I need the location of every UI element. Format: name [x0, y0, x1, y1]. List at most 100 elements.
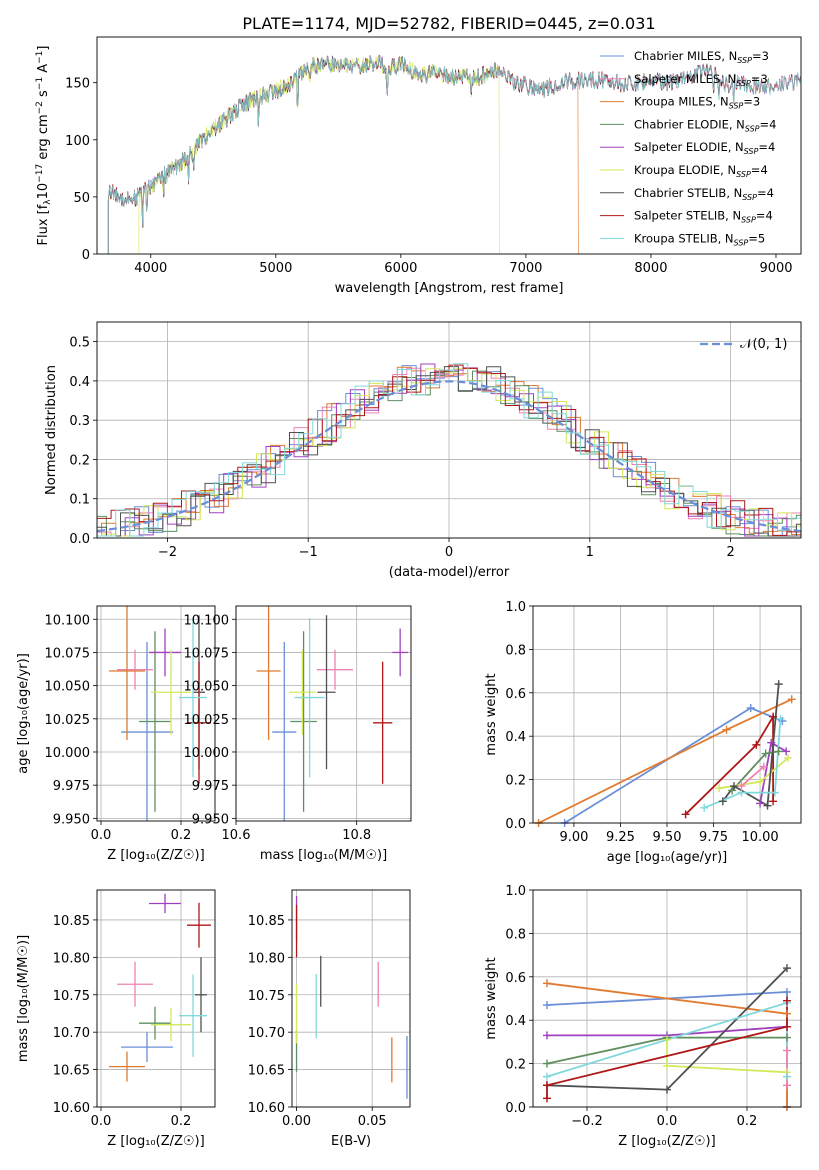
legend-n-sub: SSP [744, 147, 759, 156]
y-tick-label: 10.85 [53, 914, 90, 929]
y-tick-label: 0.1 [69, 493, 90, 508]
y-tick-label: 10.075 [45, 646, 91, 661]
weight-point-marker [783, 964, 791, 973]
plot-area [97, 363, 801, 537]
y-tick-label: 10.60 [248, 1101, 285, 1116]
legend-n-prefix: , N [713, 95, 729, 109]
axes-frame [532, 889, 802, 1108]
y-axis-label-part: Flux [f [36, 204, 51, 245]
x-axis-label: (data-model)/error [389, 565, 510, 580]
y-tick-label: 0.4 [505, 1014, 526, 1029]
legend-name: Chabrier MILES [634, 49, 721, 63]
y-axis-label: Normed distribution [44, 365, 59, 495]
y-tick-label: 10.80 [53, 951, 90, 966]
x-tick-label: 0.2 [171, 1114, 192, 1129]
weight-point-marker [783, 1009, 791, 1018]
y-tick-label: 0.4 [505, 730, 526, 745]
weight-point-marker [663, 1035, 671, 1044]
x-tick-label: −2 [158, 545, 177, 560]
x-tick-label: 0.2 [737, 1114, 758, 1129]
y-tick-label: 10.050 [45, 680, 91, 695]
plot-area [295, 895, 408, 1099]
legend-n-value: 3 [753, 95, 760, 109]
legend-n-value: 4 [765, 209, 772, 223]
x-tick-label: 0.0 [91, 1114, 112, 1129]
legend-n-eq: = [743, 95, 753, 109]
weight-series-line [740, 765, 765, 787]
legend-n-sub: SSP [745, 124, 760, 133]
legend-name: Kroupa STELIB [634, 231, 718, 245]
mass-vs-extinction-panel: 0.00 0.05 10.60 10.65 10.70 10.75 10.80 10.85 E(… [248, 889, 411, 1149]
x-tick-label: 8000 [634, 261, 667, 276]
weight-point-marker [783, 1072, 791, 1081]
y-tick-label: 0.0 [505, 1101, 526, 1116]
legend-entry: Kroupa ELODIE, NSSP=4 [634, 163, 768, 179]
x-axis-label: Z [log₁₀(Z/Z☉)] [107, 848, 204, 863]
y-tick-label: 0.0 [505, 817, 526, 832]
weight-vs-age-panel: 9.00 9.25 9.50 9.75 10.00 0.0 0.2 0.4 0.6 0.8 1.0 a… [484, 600, 802, 865]
weight-point-marker [681, 810, 690, 819]
weight-point-marker [663, 1085, 671, 1094]
x-tick-label: −1 [299, 545, 318, 560]
y-tick-label: 0.2 [505, 1058, 526, 1073]
y-axis-label-part: A [36, 64, 51, 77]
weight-point-marker [543, 1001, 551, 1010]
histogram-series [97, 364, 801, 537]
weight-point-marker [700, 803, 709, 812]
legend-n-prefix: , N [729, 117, 745, 131]
legend-entry: Chabrier MILES, NSSP=3 [634, 49, 769, 65]
legend-entry: Kroupa STELIB, NSSP=5 [634, 231, 765, 247]
y-axis-label-part: 10 [36, 183, 51, 200]
x-tick-label: −0.2 [571, 1114, 603, 1129]
legend-n-sub: SSP [729, 102, 744, 111]
y-tick-label: 9.950 [53, 812, 90, 827]
gaussian-curve [97, 380, 801, 533]
spectrum-panel: 4000 5000 6000 7000 8000 9000 0 50 100 150 wavelen… [35, 36, 802, 296]
y-tick-label: 10.65 [53, 1064, 90, 1079]
x-axis-label: Z [log₁₀(Z/Z☉)] [107, 1134, 204, 1149]
y-axis-label: mass weight [484, 673, 499, 755]
weight-point-marker [783, 1022, 791, 1031]
y-tick-label: 150 [65, 77, 90, 92]
legend-n-eq: = [752, 49, 762, 63]
weight-point-marker [767, 738, 776, 747]
weight-point-marker [543, 1059, 551, 1068]
y-axis-label-part: −1 [35, 51, 45, 64]
plot-area [109, 893, 211, 1082]
plot-area [256, 606, 408, 821]
weight-vs-metallicity-panel: −0.2 0.0 0.2 0.0 0.2 0.4 0.6 0.8 1.0 Z [log₁₀(Z/Z… [484, 884, 802, 1149]
weight-series-line [538, 698, 793, 823]
y-tick-label: 10.65 [248, 1064, 285, 1079]
y-axis-label-part: −2 [35, 101, 45, 114]
histogram-series [97, 363, 801, 537]
x-tick-label: 9000 [759, 261, 792, 276]
plot-area [538, 684, 793, 823]
axes-frame [96, 36, 802, 255]
weight-point-marker [783, 1081, 791, 1090]
weight-point-marker [746, 703, 755, 712]
x-axis-label: age [log₁₀(age/yr)] [607, 850, 728, 865]
x-axis-label: Z [log₁₀(Z/Z☉)] [618, 1134, 715, 1149]
legend-entry: Salpeter STELIB, NSSP=4 [634, 209, 773, 225]
y-tick-label: 10.80 [248, 951, 285, 966]
y-tick-label: 9.975 [53, 779, 90, 794]
y-tick-label: 1.0 [505, 884, 526, 899]
y-tick-label: 9.975 [192, 779, 229, 794]
y-tick-label: 10.000 [184, 746, 230, 761]
axes-frame [532, 605, 802, 824]
legend-n-sub: SSP [737, 56, 752, 65]
legend-entry: Salpeter MILES, NSSP=3 [634, 72, 768, 88]
legend-n-prefix: , N [721, 49, 737, 63]
x-axis-label: wavelength [Angstrom, rest frame] [335, 281, 564, 296]
weight-point-marker [722, 725, 731, 734]
weight-point-marker [782, 747, 791, 756]
x-tick-label: 0.2 [171, 828, 192, 843]
weight-point-marker [783, 1033, 791, 1042]
legend-n-eq: = [751, 163, 761, 177]
legend-name: Kroupa ELODIE [634, 163, 720, 177]
axes-frame [291, 889, 411, 1108]
weight-point-marker [543, 1031, 551, 1040]
legend-n-eq: = [756, 209, 766, 223]
y-tick-label: 10.70 [53, 1026, 90, 1041]
